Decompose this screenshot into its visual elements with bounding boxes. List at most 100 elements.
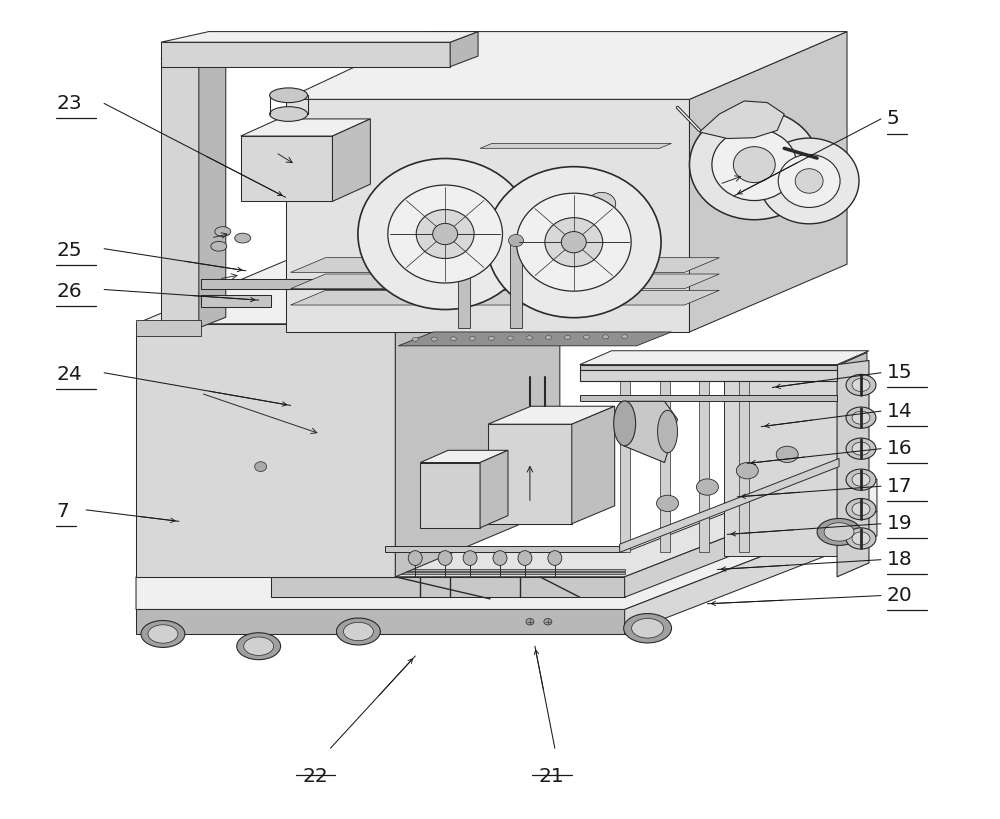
Polygon shape xyxy=(430,218,462,299)
Polygon shape xyxy=(241,136,332,201)
Ellipse shape xyxy=(412,337,418,342)
Polygon shape xyxy=(395,255,560,577)
Ellipse shape xyxy=(431,337,437,341)
Ellipse shape xyxy=(358,159,532,310)
Ellipse shape xyxy=(852,503,870,516)
Text: 16: 16 xyxy=(887,439,913,458)
Polygon shape xyxy=(488,406,615,424)
Text: 17: 17 xyxy=(887,477,913,495)
Ellipse shape xyxy=(546,336,551,340)
Ellipse shape xyxy=(516,193,631,291)
Ellipse shape xyxy=(244,637,274,655)
Polygon shape xyxy=(580,351,869,364)
Polygon shape xyxy=(286,32,847,99)
Text: 22: 22 xyxy=(303,767,328,786)
Ellipse shape xyxy=(584,335,590,339)
Ellipse shape xyxy=(817,518,861,545)
Polygon shape xyxy=(458,238,470,328)
Text: 26: 26 xyxy=(56,282,82,301)
Ellipse shape xyxy=(852,532,870,545)
Polygon shape xyxy=(398,332,672,346)
Text: 14: 14 xyxy=(887,401,913,421)
Ellipse shape xyxy=(852,473,870,486)
Circle shape xyxy=(255,462,267,472)
Polygon shape xyxy=(271,572,625,574)
Text: 20: 20 xyxy=(887,586,913,605)
Ellipse shape xyxy=(450,337,456,341)
Ellipse shape xyxy=(581,187,623,221)
Ellipse shape xyxy=(603,335,609,339)
Polygon shape xyxy=(625,491,844,597)
Ellipse shape xyxy=(237,633,281,659)
Polygon shape xyxy=(625,401,678,463)
Ellipse shape xyxy=(560,227,615,258)
Ellipse shape xyxy=(215,227,231,237)
Ellipse shape xyxy=(846,374,876,396)
Polygon shape xyxy=(271,577,625,597)
Ellipse shape xyxy=(544,618,552,625)
Ellipse shape xyxy=(622,335,628,338)
Ellipse shape xyxy=(846,407,876,428)
Polygon shape xyxy=(432,162,460,207)
Ellipse shape xyxy=(846,499,876,520)
Ellipse shape xyxy=(712,129,797,201)
Polygon shape xyxy=(699,101,784,138)
Polygon shape xyxy=(161,48,226,58)
Ellipse shape xyxy=(235,233,251,243)
Ellipse shape xyxy=(408,550,422,565)
Polygon shape xyxy=(199,48,226,328)
Ellipse shape xyxy=(508,234,523,247)
Ellipse shape xyxy=(457,234,472,247)
Polygon shape xyxy=(699,381,709,552)
Polygon shape xyxy=(271,467,844,577)
Polygon shape xyxy=(660,381,670,552)
Ellipse shape xyxy=(736,463,758,479)
Text: 7: 7 xyxy=(56,502,69,521)
Polygon shape xyxy=(837,360,869,577)
Ellipse shape xyxy=(211,242,227,251)
Polygon shape xyxy=(291,258,719,273)
Ellipse shape xyxy=(795,169,823,193)
Ellipse shape xyxy=(507,336,513,340)
Ellipse shape xyxy=(438,550,452,565)
Polygon shape xyxy=(488,424,572,524)
Polygon shape xyxy=(291,274,719,289)
Ellipse shape xyxy=(270,88,308,102)
Ellipse shape xyxy=(487,167,661,318)
Ellipse shape xyxy=(657,495,679,512)
Ellipse shape xyxy=(689,110,819,219)
Ellipse shape xyxy=(852,378,870,391)
Polygon shape xyxy=(201,279,400,289)
Polygon shape xyxy=(400,271,420,289)
Polygon shape xyxy=(136,324,395,577)
Ellipse shape xyxy=(846,469,876,491)
Polygon shape xyxy=(161,43,450,66)
Polygon shape xyxy=(625,512,877,634)
Ellipse shape xyxy=(469,337,475,341)
Ellipse shape xyxy=(614,401,636,446)
Polygon shape xyxy=(510,238,522,328)
Ellipse shape xyxy=(336,618,380,645)
Ellipse shape xyxy=(658,410,678,453)
Polygon shape xyxy=(136,319,201,336)
Ellipse shape xyxy=(824,523,854,541)
Ellipse shape xyxy=(518,550,532,565)
Ellipse shape xyxy=(270,106,308,121)
Ellipse shape xyxy=(433,224,458,245)
Polygon shape xyxy=(241,119,370,136)
Polygon shape xyxy=(450,32,478,66)
Polygon shape xyxy=(136,479,877,609)
Ellipse shape xyxy=(852,442,870,455)
Ellipse shape xyxy=(852,411,870,424)
Polygon shape xyxy=(580,395,837,401)
Text: 18: 18 xyxy=(887,550,913,569)
Polygon shape xyxy=(136,609,625,634)
Text: 23: 23 xyxy=(56,94,82,113)
Polygon shape xyxy=(480,143,672,148)
Polygon shape xyxy=(291,290,719,305)
Ellipse shape xyxy=(632,618,664,638)
Ellipse shape xyxy=(526,618,534,625)
Ellipse shape xyxy=(846,438,876,459)
Polygon shape xyxy=(620,381,630,552)
Polygon shape xyxy=(420,450,508,463)
